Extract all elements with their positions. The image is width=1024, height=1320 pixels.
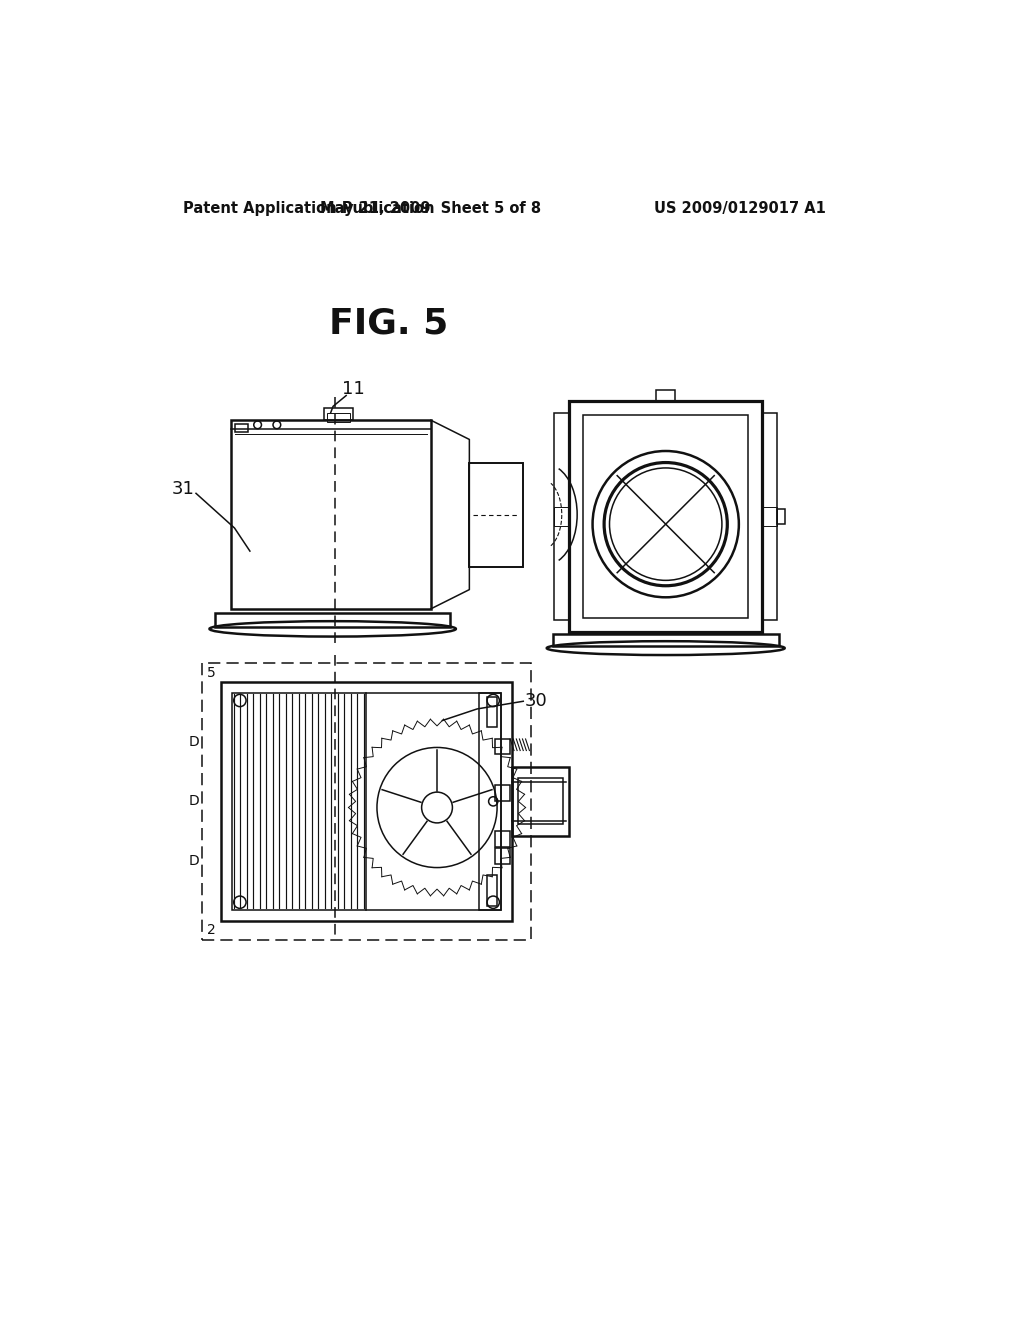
Text: US 2009/0129017 A1: US 2009/0129017 A1 [654, 201, 826, 216]
Bar [777, 508, 785, 524]
Text: D: D [189, 854, 200, 869]
Bar [554, 413, 569, 620]
Bar [656, 391, 675, 401]
Bar [215, 612, 451, 627]
Bar [495, 739, 510, 755]
Bar [518, 779, 563, 825]
Bar [487, 875, 497, 906]
Bar [512, 767, 569, 836]
Text: Patent Application Publication: Patent Application Publication [183, 201, 434, 216]
Bar [327, 412, 350, 422]
Text: D: D [189, 795, 200, 808]
Bar [230, 420, 431, 609]
Bar [495, 849, 510, 863]
Bar [495, 785, 510, 800]
Bar [495, 832, 510, 847]
Text: May 21, 2009  Sheet 5 of 8: May 21, 2009 Sheet 5 of 8 [321, 201, 542, 216]
Bar [554, 507, 569, 525]
Bar [762, 507, 777, 525]
Bar [234, 424, 249, 432]
Bar [202, 663, 531, 940]
Bar [487, 697, 497, 727]
Bar [232, 693, 501, 909]
Text: D: D [189, 735, 200, 748]
Bar [584, 414, 749, 618]
Bar [762, 413, 777, 620]
Text: 2: 2 [207, 923, 216, 937]
Bar [569, 401, 762, 632]
Bar [479, 693, 501, 909]
Text: FIG. 5: FIG. 5 [329, 308, 449, 341]
Bar [324, 408, 353, 420]
Text: 30: 30 [524, 692, 548, 710]
Bar [469, 462, 523, 566]
Text: 31: 31 [172, 480, 195, 499]
Text: 5: 5 [207, 665, 216, 680]
Bar [221, 682, 512, 921]
Bar [553, 635, 779, 645]
Text: 11: 11 [342, 380, 366, 399]
